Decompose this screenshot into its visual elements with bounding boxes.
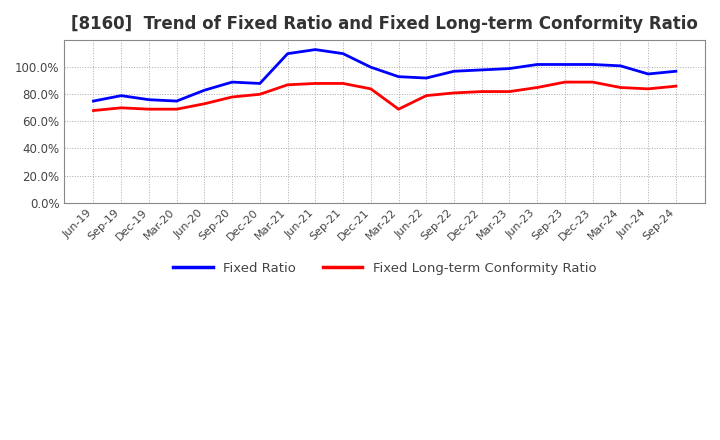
Fixed Ratio bbox=[672, 69, 680, 74]
Fixed Long-term Conformity Ratio bbox=[644, 86, 652, 92]
Fixed Ratio bbox=[616, 63, 625, 69]
Fixed Ratio bbox=[588, 62, 597, 67]
Fixed Long-term Conformity Ratio bbox=[395, 106, 403, 112]
Fixed Long-term Conformity Ratio bbox=[117, 105, 125, 110]
Fixed Ratio bbox=[533, 62, 541, 67]
Fixed Long-term Conformity Ratio bbox=[505, 89, 514, 94]
Fixed Long-term Conformity Ratio bbox=[145, 106, 153, 112]
Fixed Ratio bbox=[477, 67, 486, 73]
Fixed Ratio bbox=[311, 47, 320, 52]
Legend: Fixed Ratio, Fixed Long-term Conformity Ratio: Fixed Ratio, Fixed Long-term Conformity … bbox=[168, 257, 601, 281]
Line: Fixed Ratio: Fixed Ratio bbox=[94, 50, 676, 101]
Fixed Ratio bbox=[228, 80, 236, 85]
Fixed Long-term Conformity Ratio bbox=[422, 93, 431, 98]
Fixed Long-term Conformity Ratio bbox=[561, 80, 570, 85]
Fixed Long-term Conformity Ratio bbox=[616, 85, 625, 90]
Fixed Ratio bbox=[450, 69, 459, 74]
Fixed Ratio bbox=[422, 75, 431, 81]
Fixed Long-term Conformity Ratio bbox=[256, 92, 264, 97]
Fixed Ratio bbox=[339, 51, 348, 56]
Fixed Ratio bbox=[145, 97, 153, 103]
Fixed Long-term Conformity Ratio bbox=[477, 89, 486, 94]
Fixed Long-term Conformity Ratio bbox=[366, 86, 375, 92]
Fixed Ratio bbox=[366, 65, 375, 70]
Fixed Long-term Conformity Ratio bbox=[200, 101, 209, 106]
Fixed Long-term Conformity Ratio bbox=[172, 106, 181, 112]
Fixed Long-term Conformity Ratio bbox=[339, 81, 348, 86]
Fixed Ratio bbox=[200, 88, 209, 93]
Fixed Ratio bbox=[172, 99, 181, 104]
Fixed Long-term Conformity Ratio bbox=[311, 81, 320, 86]
Line: Fixed Long-term Conformity Ratio: Fixed Long-term Conformity Ratio bbox=[94, 82, 676, 110]
Fixed Long-term Conformity Ratio bbox=[89, 108, 98, 113]
Fixed Long-term Conformity Ratio bbox=[672, 84, 680, 89]
Fixed Ratio bbox=[505, 66, 514, 71]
Fixed Long-term Conformity Ratio bbox=[283, 82, 292, 88]
Fixed Ratio bbox=[256, 81, 264, 86]
Fixed Long-term Conformity Ratio bbox=[228, 94, 236, 99]
Fixed Ratio bbox=[283, 51, 292, 56]
Fixed Long-term Conformity Ratio bbox=[588, 80, 597, 85]
Fixed Ratio bbox=[395, 74, 403, 79]
Title: [8160]  Trend of Fixed Ratio and Fixed Long-term Conformity Ratio: [8160] Trend of Fixed Ratio and Fixed Lo… bbox=[71, 15, 698, 33]
Fixed Long-term Conformity Ratio bbox=[450, 90, 459, 95]
Fixed Ratio bbox=[644, 71, 652, 77]
Fixed Ratio bbox=[89, 99, 98, 104]
Fixed Long-term Conformity Ratio bbox=[533, 85, 541, 90]
Fixed Ratio bbox=[117, 93, 125, 98]
Fixed Ratio bbox=[561, 62, 570, 67]
